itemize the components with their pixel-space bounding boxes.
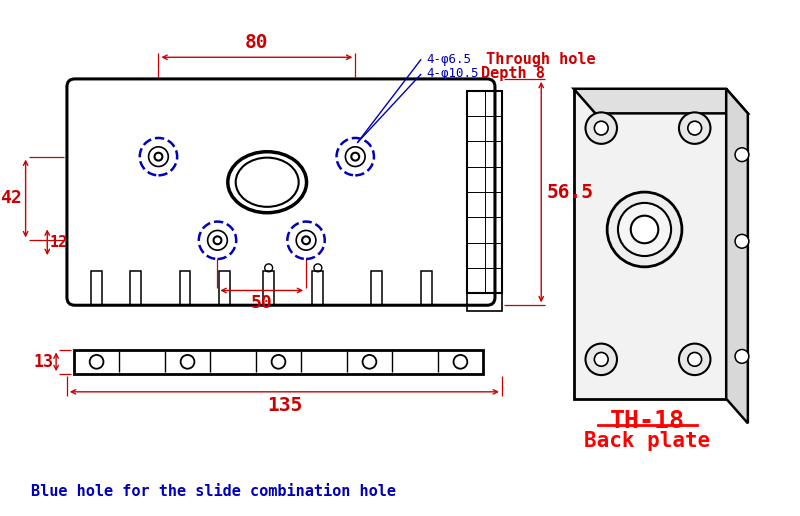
Text: 80: 80 xyxy=(245,34,269,52)
Circle shape xyxy=(735,148,749,162)
Text: TH-18: TH-18 xyxy=(610,409,685,432)
Circle shape xyxy=(735,234,749,248)
Text: 56.5: 56.5 xyxy=(547,183,594,202)
Polygon shape xyxy=(574,89,748,114)
Text: 4-φ6.5: 4-φ6.5 xyxy=(426,53,471,66)
Bar xyxy=(130,271,142,305)
Text: Through hole: Through hole xyxy=(478,52,596,67)
Circle shape xyxy=(630,216,658,243)
Circle shape xyxy=(618,203,671,256)
Bar xyxy=(371,271,382,305)
Circle shape xyxy=(688,121,702,135)
Bar xyxy=(219,271,230,305)
Circle shape xyxy=(351,153,359,160)
Bar xyxy=(74,349,483,374)
Circle shape xyxy=(607,192,682,267)
Text: 42: 42 xyxy=(0,189,22,207)
Text: 4-φ10.5: 4-φ10.5 xyxy=(426,68,478,80)
Circle shape xyxy=(302,236,310,244)
Circle shape xyxy=(586,112,617,144)
Text: 12: 12 xyxy=(50,235,67,250)
Circle shape xyxy=(688,352,702,366)
Circle shape xyxy=(594,352,608,366)
Bar xyxy=(263,271,274,305)
Bar xyxy=(180,271,190,305)
Text: Back plate: Back plate xyxy=(584,431,710,451)
Text: 13: 13 xyxy=(33,353,53,371)
Circle shape xyxy=(586,344,617,375)
Text: Depth 8: Depth 8 xyxy=(481,67,545,82)
Circle shape xyxy=(735,349,749,363)
Circle shape xyxy=(594,121,608,135)
Circle shape xyxy=(154,153,162,160)
Bar xyxy=(467,294,502,311)
Text: Blue hole for the slide combination hole: Blue hole for the slide combination hole xyxy=(30,485,395,499)
Text: 50: 50 xyxy=(251,295,273,312)
Polygon shape xyxy=(726,89,748,423)
Text: 135: 135 xyxy=(266,396,302,415)
Circle shape xyxy=(679,344,710,375)
Polygon shape xyxy=(574,89,726,399)
Circle shape xyxy=(679,112,710,144)
Bar xyxy=(91,271,102,305)
Bar xyxy=(467,91,502,294)
Bar xyxy=(313,271,323,305)
Circle shape xyxy=(214,236,222,244)
Bar xyxy=(421,271,431,305)
